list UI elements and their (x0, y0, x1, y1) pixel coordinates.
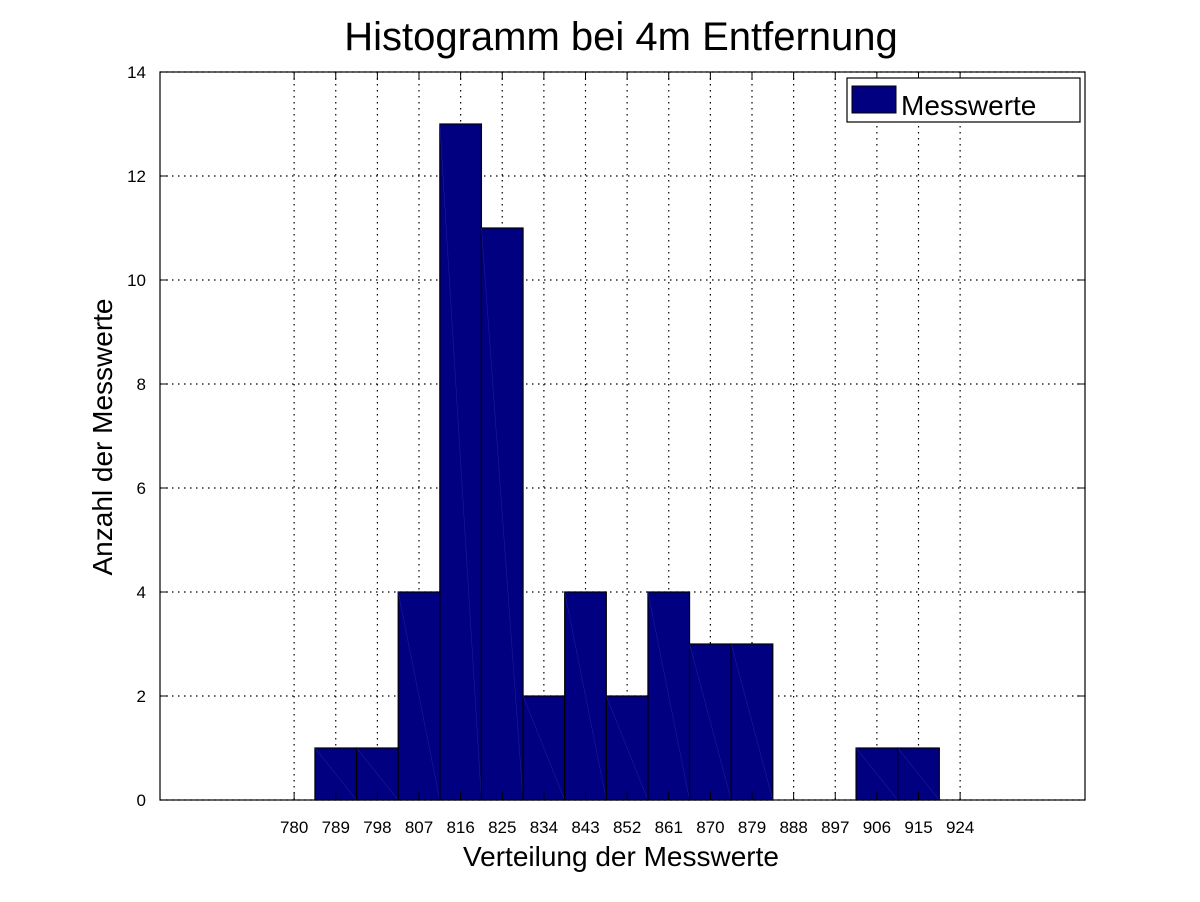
x-tick-label: 888 (779, 818, 807, 837)
x-tick-label: 798 (363, 818, 391, 837)
x-tick-label: 879 (738, 818, 766, 837)
axis-ticks: 780 789 798 807 816 825 834 843 852 861 870 879 888 8… (127, 63, 1085, 837)
x-tick-label: 780 (280, 818, 308, 837)
x-tick-label: 861 (655, 818, 683, 837)
x-tick-label: 807 (405, 818, 433, 837)
x-tick-label: 906 (863, 818, 891, 837)
bar-diagonal-artifact (730, 643, 774, 801)
x-tick-label: 915 (904, 818, 932, 837)
x-tick-label: 897 (821, 818, 849, 837)
x-tick-label: 816 (446, 818, 474, 837)
bar-diagonal-artifact (397, 591, 441, 801)
x-tick-label: 852 (613, 818, 641, 837)
bar-diagonal-artifact (481, 227, 524, 801)
x-tick-label: 924 (946, 818, 974, 837)
chart-title: Histogramm bei 4m Entfernung (344, 15, 898, 59)
y-tick-label: 10 (127, 271, 146, 290)
legend-label: Messwerte (901, 90, 1036, 121)
bar-diagonal-artifact (314, 747, 357, 801)
bar-diagonal-artifact (439, 123, 482, 801)
y-tick-label: 4 (137, 583, 146, 602)
bar-diagonal-artifact (855, 747, 898, 801)
y-axis-label: Anzahl der Messwerte (87, 298, 118, 575)
bar-diagonal-artifact (606, 695, 649, 801)
bar-diagonal-artifact (522, 695, 565, 801)
x-axis-label: Verteilung der Messwerte (463, 841, 779, 872)
legend: Messwerte (846, 77, 1081, 123)
bar-diagonal-artifact (564, 591, 607, 801)
x-tick-label: 834 (530, 818, 558, 837)
x-tick-label: 870 (696, 818, 724, 837)
bars (314, 123, 940, 801)
y-tick-label: 8 (137, 375, 146, 394)
legend-swatch (851, 85, 897, 114)
y-tick-label: 12 (127, 167, 146, 186)
y-tick-label: 2 (137, 687, 146, 706)
bar-diagonal-artifact (647, 591, 690, 801)
bar-diagonal-artifact (897, 747, 940, 801)
bar-diagonal-artifact (689, 643, 732, 801)
y-tick-label: 6 (137, 479, 146, 498)
x-tick-label: 825 (488, 818, 516, 837)
grid-lines (160, 71, 1085, 801)
plot-area-frame (159, 71, 1086, 801)
bar-diagonal-artifact (356, 747, 399, 801)
y-tick-label: 0 (137, 791, 146, 810)
x-tick-label: 843 (571, 818, 599, 837)
x-tick-label: 789 (322, 818, 350, 837)
y-tick-label: 14 (127, 63, 146, 82)
